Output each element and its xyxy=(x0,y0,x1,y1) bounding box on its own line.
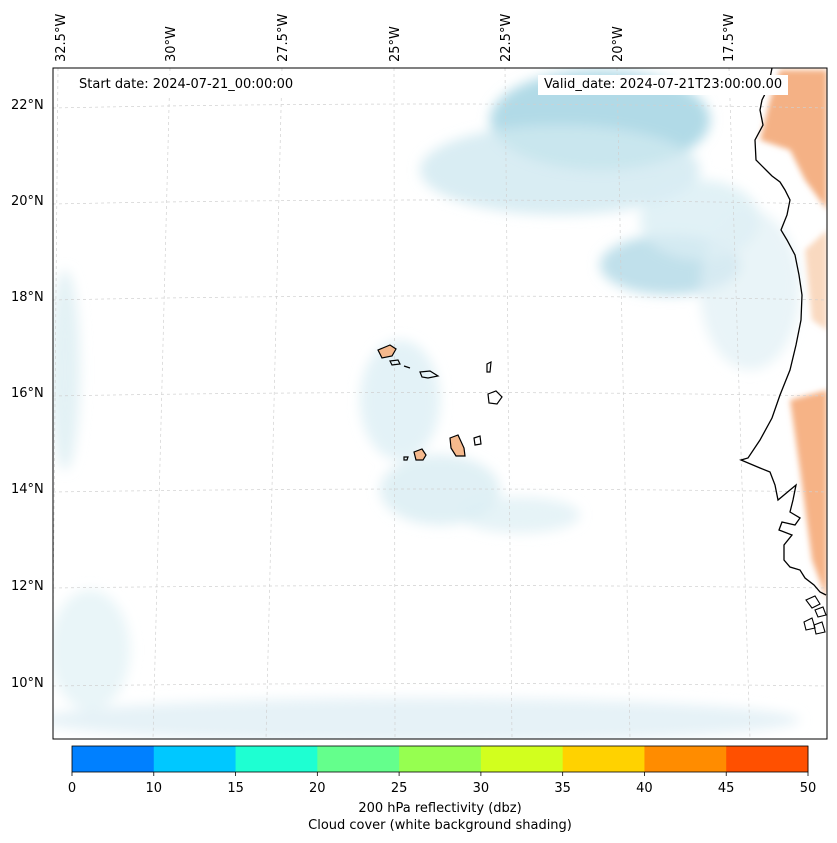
colorbar-swatch xyxy=(644,746,727,772)
land-reflectivity-shading xyxy=(760,70,827,600)
lat-label-10n: 10°N xyxy=(11,676,44,691)
colorbar-tick: 0 xyxy=(67,781,77,796)
africa-coastline xyxy=(739,68,827,596)
map-frame xyxy=(52,67,828,740)
colorbar-swatch xyxy=(317,746,400,772)
colorbar-swatch xyxy=(235,746,318,772)
colorbar-tick: 15 xyxy=(227,781,244,796)
colorbar-tick: 20 xyxy=(309,781,326,796)
colorbar-tick: 45 xyxy=(717,781,735,796)
colorbar-tick: 10 xyxy=(145,781,163,796)
lat-label-12n: 12°N xyxy=(11,579,44,594)
colorbar-label: 200 hPa reflectivity (dbz) xyxy=(358,801,522,816)
start-date-label: Start date: 2024-07-21_00:00:00 xyxy=(73,75,300,95)
colorbar-tick: 50 xyxy=(799,781,817,796)
colorbar-swatch xyxy=(562,746,645,772)
coastal-islands xyxy=(803,595,827,635)
cape-verde-islands xyxy=(377,344,503,461)
lat-label-16n: 16°N xyxy=(11,386,44,401)
colorbar-tick: 25 xyxy=(390,781,408,796)
graticule xyxy=(53,68,827,739)
colorbar-swatch xyxy=(480,746,564,772)
cloud-cover-shading xyxy=(53,70,800,739)
lat-label-22n: 22°N xyxy=(11,98,44,113)
colorbar-tick: 40 xyxy=(636,781,653,796)
colorbar-swatch xyxy=(153,746,237,772)
valid-date-label: Valid_date: 2024-07-21T23:00:00.00 xyxy=(538,75,789,95)
colorbar-swatch xyxy=(726,746,809,772)
colorbar-swatch xyxy=(399,746,482,772)
lat-label-20n: 20°N xyxy=(11,194,44,209)
colorbar-sublabel: Cloud cover (white background shading) xyxy=(308,818,572,833)
lat-label-18n: 18°N xyxy=(11,290,44,305)
colorbar-swatch xyxy=(72,746,155,772)
lat-label-14n: 14°N xyxy=(11,482,44,497)
colorbar-tick: 35 xyxy=(554,781,571,796)
colorbar-tick: 30 xyxy=(472,781,490,796)
